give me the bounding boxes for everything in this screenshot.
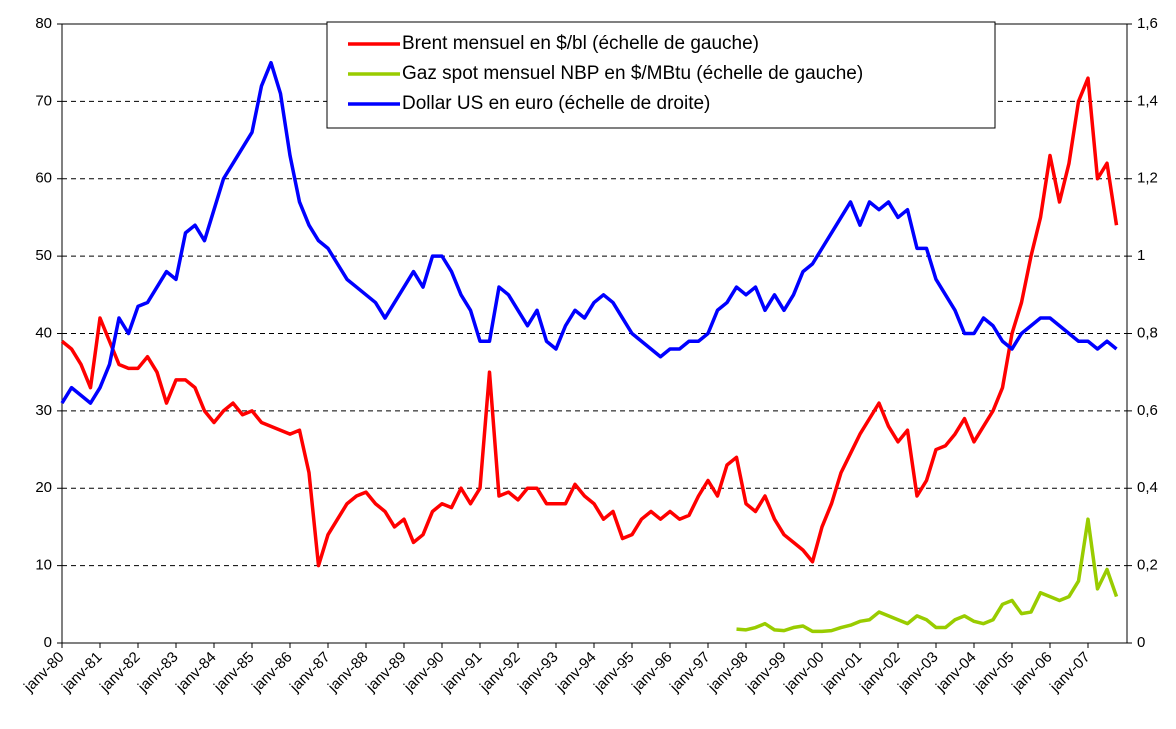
y-tick-label: 50: [35, 247, 52, 264]
x-tick-label: janv-91: [438, 649, 486, 697]
x-tick-label: janv-00: [780, 649, 828, 697]
series-line: [60, 76, 1119, 568]
x-tick-label: janv-88: [324, 649, 372, 697]
y-tick-label: 30: [35, 402, 52, 419]
y2-tick-label: 0,2: [1137, 557, 1158, 574]
series-line: [60, 60, 1118, 405]
y2-tick-label: 1,6: [1137, 15, 1158, 32]
x-tick-label: janv-02: [856, 649, 904, 697]
y-tick-label: 80: [35, 15, 52, 32]
x-tick-label: janv-85: [210, 649, 258, 697]
y2-tick-label: 0,6: [1137, 402, 1158, 419]
x-tick-label: janv-97: [666, 649, 714, 697]
x-tick-label: janv-96: [628, 649, 676, 697]
x-tick-label: janv-83: [134, 649, 182, 697]
y2-tick-label: 1: [1137, 247, 1145, 264]
x-tick-label: janv-04: [932, 649, 980, 697]
y2-tick-label: 1,2: [1137, 170, 1158, 187]
y2-tick-label: 0: [1137, 634, 1145, 651]
legend-box: [326, 21, 996, 129]
x-tick-label: janv-90: [400, 649, 448, 697]
x-tick-label: janv-06: [1008, 649, 1056, 697]
x-tick-label: janv-82: [96, 649, 144, 697]
x-tick-label: janv-81: [58, 649, 106, 697]
x-tick-label: janv-07: [1046, 649, 1094, 697]
legend-label: Dollar US en euro (échelle de droite): [402, 93, 710, 114]
y-tick-label: 10: [35, 557, 52, 574]
y-tick-label: 0: [44, 634, 52, 651]
y-tick-label: 60: [35, 170, 52, 187]
x-tick-label: janv-98: [704, 649, 752, 697]
y2-tick-label: 0,8: [1137, 324, 1158, 341]
y2-tick-label: 1,4: [1137, 92, 1158, 109]
x-tick-label: janv-93: [514, 649, 562, 697]
x-tick-label: janv-89: [362, 649, 410, 697]
x-tick-label: janv-86: [248, 649, 296, 697]
y-tick-label: 20: [35, 479, 52, 496]
legend-label: Brent mensuel en $/bl (échelle de gauche…: [402, 33, 759, 54]
x-tick-label: janv-99: [742, 649, 790, 697]
x-tick-label: janv-84: [172, 649, 220, 697]
x-tick-label: janv-03: [894, 649, 942, 697]
y2-tick-label: 0,4: [1137, 479, 1158, 496]
y-tick-label: 40: [35, 324, 52, 341]
x-tick-label: janv-01: [818, 649, 866, 697]
legend-label: Gaz spot mensuel NBP en $/MBtu (échelle …: [402, 63, 863, 84]
x-tick-label: janv-80: [20, 649, 68, 697]
x-tick-label: janv-94: [552, 649, 600, 697]
x-tick-label: janv-92: [476, 649, 524, 697]
y-tick-label: 70: [35, 92, 52, 109]
x-tick-label: janv-05: [970, 649, 1018, 697]
x-tick-label: janv-95: [590, 649, 638, 697]
x-tick-label: janv-87: [286, 649, 334, 697]
series-line: [736, 517, 1119, 634]
